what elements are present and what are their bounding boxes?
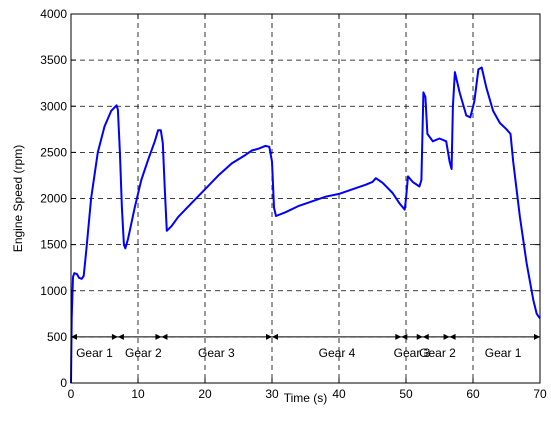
gear-label: Gear 2: [419, 346, 456, 360]
y-tick-label: 500: [47, 330, 67, 344]
gear-arrowhead: [272, 333, 278, 340]
gear-arrowhead: [266, 333, 272, 340]
y-tick-label: 3000: [40, 99, 67, 113]
axis-ticks: 0 10 20 30 40 50 60 70 0 500 1000 1500 2000 2500 3000 3…: [40, 7, 547, 401]
gear-label: Gear 1: [485, 346, 522, 360]
gear-arrowhead: [422, 333, 429, 340]
x-axis-label: Time (s): [284, 391, 328, 405]
engine-speed-line: [70, 66, 541, 384]
gear-arrowhead: [449, 333, 456, 340]
y-tick-label: 0: [60, 376, 67, 390]
x-tick-label: 50: [399, 387, 413, 401]
gear-label: Gear 4: [319, 346, 356, 360]
x-tick-label: 20: [198, 387, 212, 401]
y-tick-label: 4000: [40, 7, 67, 21]
y-tick-label: 1500: [40, 238, 67, 252]
grid-lines: [71, 14, 540, 383]
gear-arrowhead: [401, 333, 408, 340]
x-tick-label: 0: [68, 387, 75, 401]
gear-arrowhead: [111, 333, 118, 340]
gear-label: Gear 1: [76, 346, 113, 360]
gear-label: Gear 3: [394, 346, 431, 360]
x-tick-label: 60: [466, 387, 480, 401]
gear-arrowhead: [395, 333, 402, 340]
gear-arrowhead: [161, 333, 168, 340]
y-tick-label: 2000: [40, 192, 67, 206]
gear-arrowhead: [416, 333, 423, 340]
y-tick-label: 2500: [40, 145, 67, 159]
gear-arrowhead: [443, 333, 450, 340]
series-layer: [70, 66, 541, 384]
gear-arrowhead: [117, 333, 124, 340]
x-tick-label: 10: [131, 387, 145, 401]
y-tick-label: 3500: [40, 53, 67, 67]
gear-arrowhead: [155, 333, 162, 340]
x-tick-label: 30: [265, 387, 279, 401]
y-tick-label: 1000: [40, 284, 67, 298]
y-axis-label: Engine Speed (rpm): [11, 145, 25, 252]
x-tick-label: 70: [533, 387, 547, 401]
x-tick-label: 40: [332, 387, 346, 401]
gear-label: Gear 2: [125, 346, 162, 360]
gear-label: Gear 3: [198, 346, 235, 360]
